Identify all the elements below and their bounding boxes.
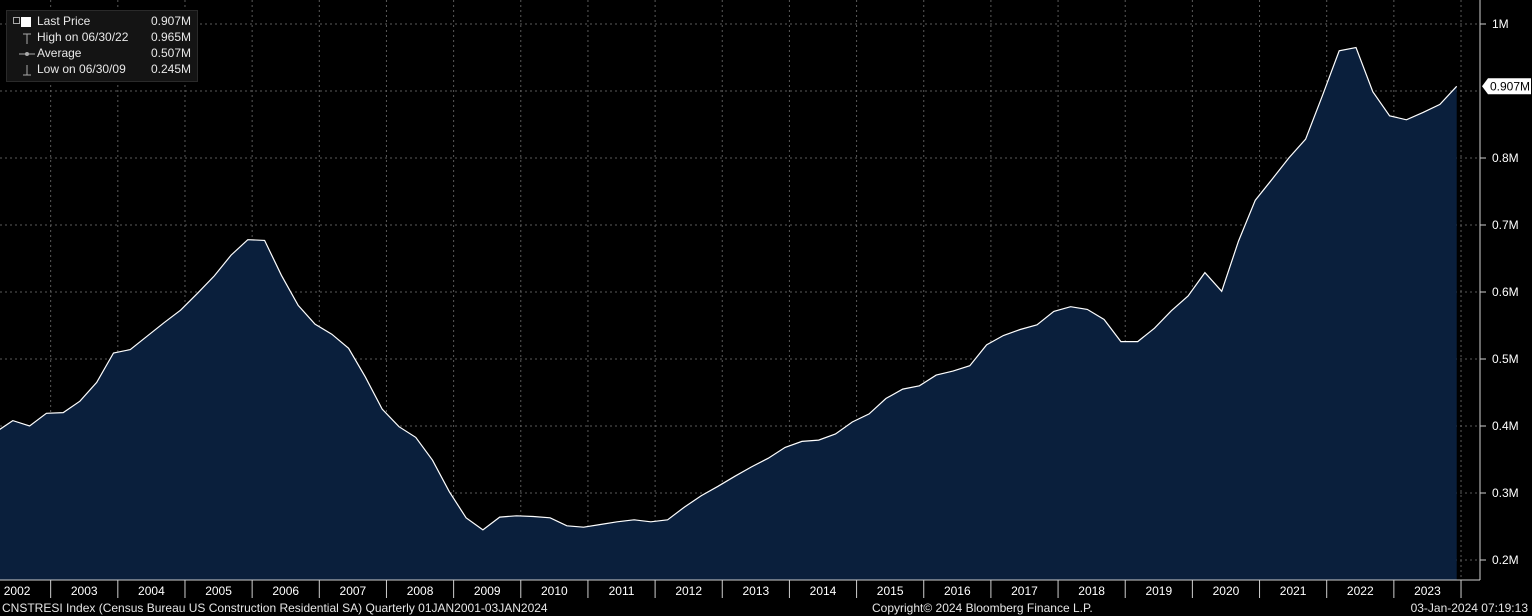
legend-item-low: Low on 06/30/09 0.245M <box>11 61 191 77</box>
legend-label: Average <box>37 46 82 60</box>
legend-item-last-price: Last Price 0.907M <box>11 13 191 29</box>
y-tick-label: 0.5M <box>1492 352 1519 366</box>
x-tick-label: 2003 <box>71 584 98 598</box>
footer-timestamp: 03-Jan-2024 07:19:13 <box>1410 601 1528 615</box>
x-tick-label: 2021 <box>1280 584 1307 598</box>
y-tick-label: 0.2M <box>1492 553 1519 567</box>
legend: Last Price 0.907M High on 06/30/22 0.965… <box>6 10 198 82</box>
y-tick-label: 0.7M <box>1492 218 1519 232</box>
legend-value: 0.507M <box>150 46 191 60</box>
legend-label: High on 06/30/22 <box>37 30 129 44</box>
legend-item-average: Average 0.507M <box>11 45 191 61</box>
x-tick-label: 2016 <box>944 584 971 598</box>
average-line-icon <box>13 48 35 58</box>
legend-value: 0.965M <box>150 30 191 44</box>
x-tick-label: 2012 <box>675 584 702 598</box>
x-tick-label: 2004 <box>138 584 165 598</box>
x-tick-label: 2023 <box>1414 584 1441 598</box>
y-tick-label: 0.8M <box>1492 151 1519 165</box>
x-tick-label: 2008 <box>407 584 434 598</box>
x-tick-label: 2019 <box>1145 584 1172 598</box>
x-tick-label: 2020 <box>1213 584 1240 598</box>
y-axis: 0.2M 0.3M 0.4M 0.5M 0.6M 0.7M 0.8M 1M <box>1479 0 1519 580</box>
x-tick-label: 2018 <box>1078 584 1105 598</box>
series-line <box>0 46 1458 531</box>
x-tick-label: 2014 <box>810 584 837 598</box>
x-tick-label: 2009 <box>474 584 501 598</box>
x-tick-label: 2017 <box>1011 584 1038 598</box>
series-area <box>0 47 1457 580</box>
x-tick-label: 2002 <box>4 584 31 598</box>
y-tick-label: 0.3M <box>1492 486 1519 500</box>
x-tick-label: 2011 <box>609 584 635 598</box>
legend-value: 0.907M <box>150 14 191 28</box>
legend-label: Last Price <box>37 14 91 28</box>
footer: CNSTRESI Index (Census Bureau US Constru… <box>0 600 1532 616</box>
x-tick-label: 2010 <box>541 584 568 598</box>
x-axis: 2002 2003 2004 2005 2006 2007 2008 2009 2010 2011… <box>0 579 1480 598</box>
filled-square-icon <box>13 16 31 27</box>
legend-item-high: High on 06/30/22 0.965M <box>11 29 191 45</box>
x-tick-label: 2022 <box>1347 584 1374 598</box>
legend-value: 0.245M <box>150 62 191 76</box>
last-value-tag: 0.907M <box>1482 78 1531 95</box>
y-tick-label: 0.4M <box>1492 419 1519 433</box>
y-tick-label: 1M <box>1492 17 1509 31</box>
high-marker-icon <box>13 32 31 44</box>
y-tick-label: 0.6M <box>1492 285 1519 299</box>
x-tick-label: 2013 <box>742 584 769 598</box>
footer-copyright: Copyright© 2024 Bloomberg Finance L.P. <box>872 601 1093 615</box>
legend-label: Low on 06/30/09 <box>37 62 126 76</box>
x-tick-label: 2015 <box>877 584 904 598</box>
grid-lines <box>0 0 1480 580</box>
low-marker-icon <box>13 64 31 76</box>
last-value-tag-shape <box>1482 78 1531 95</box>
footer-series-info: CNSTRESI Index (Census Bureau US Constru… <box>2 601 548 615</box>
x-tick-label: 2006 <box>272 584 299 598</box>
x-tick-label: 2007 <box>340 584 367 598</box>
x-tick-label: 2005 <box>205 584 232 598</box>
last-value-label: 0.907M <box>1490 79 1530 93</box>
